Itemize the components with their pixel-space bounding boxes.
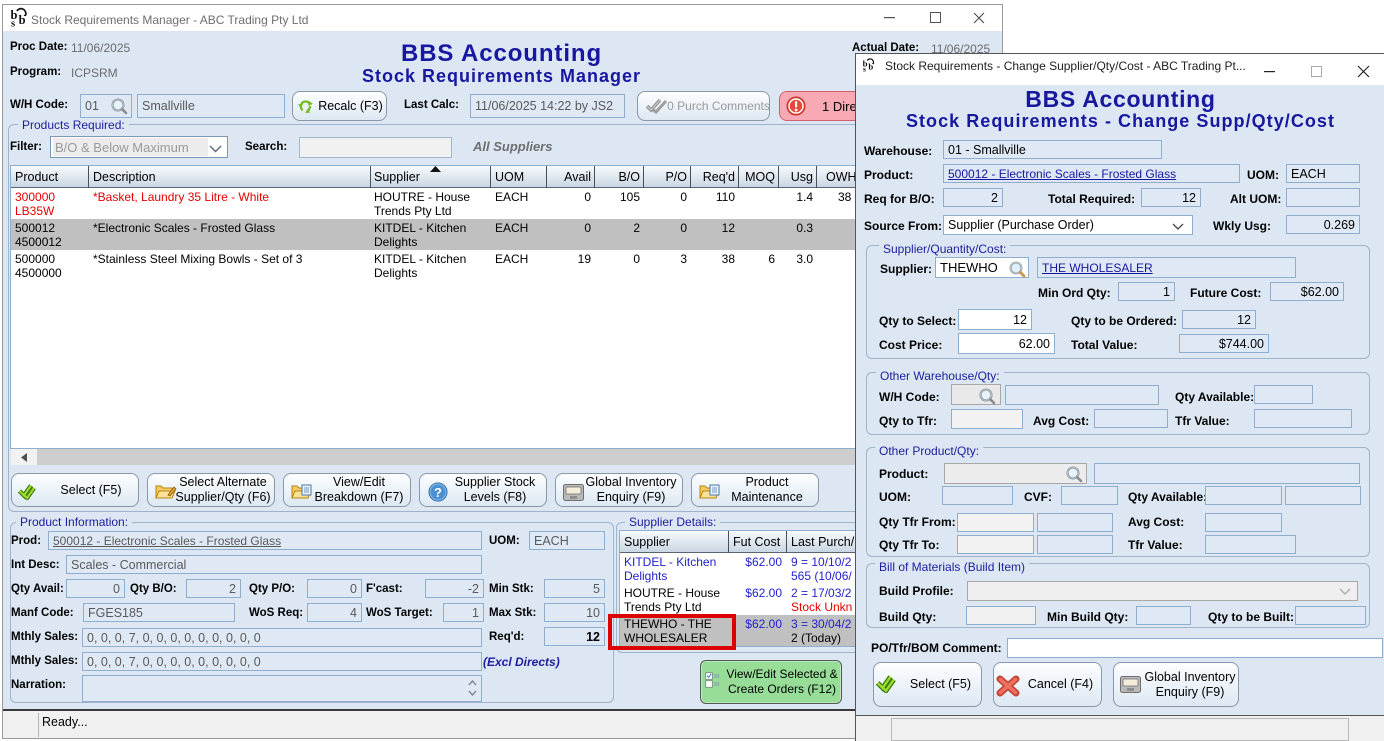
svg-text:b: b — [868, 62, 873, 72]
svg-text:?: ? — [434, 485, 442, 500]
svg-text:s: s — [11, 18, 15, 29]
svg-text:b: b — [11, 8, 18, 22]
svg-text:b: b — [19, 13, 26, 27]
svg-text:s: s — [863, 64, 866, 73]
svg-text:b: b — [863, 58, 868, 68]
